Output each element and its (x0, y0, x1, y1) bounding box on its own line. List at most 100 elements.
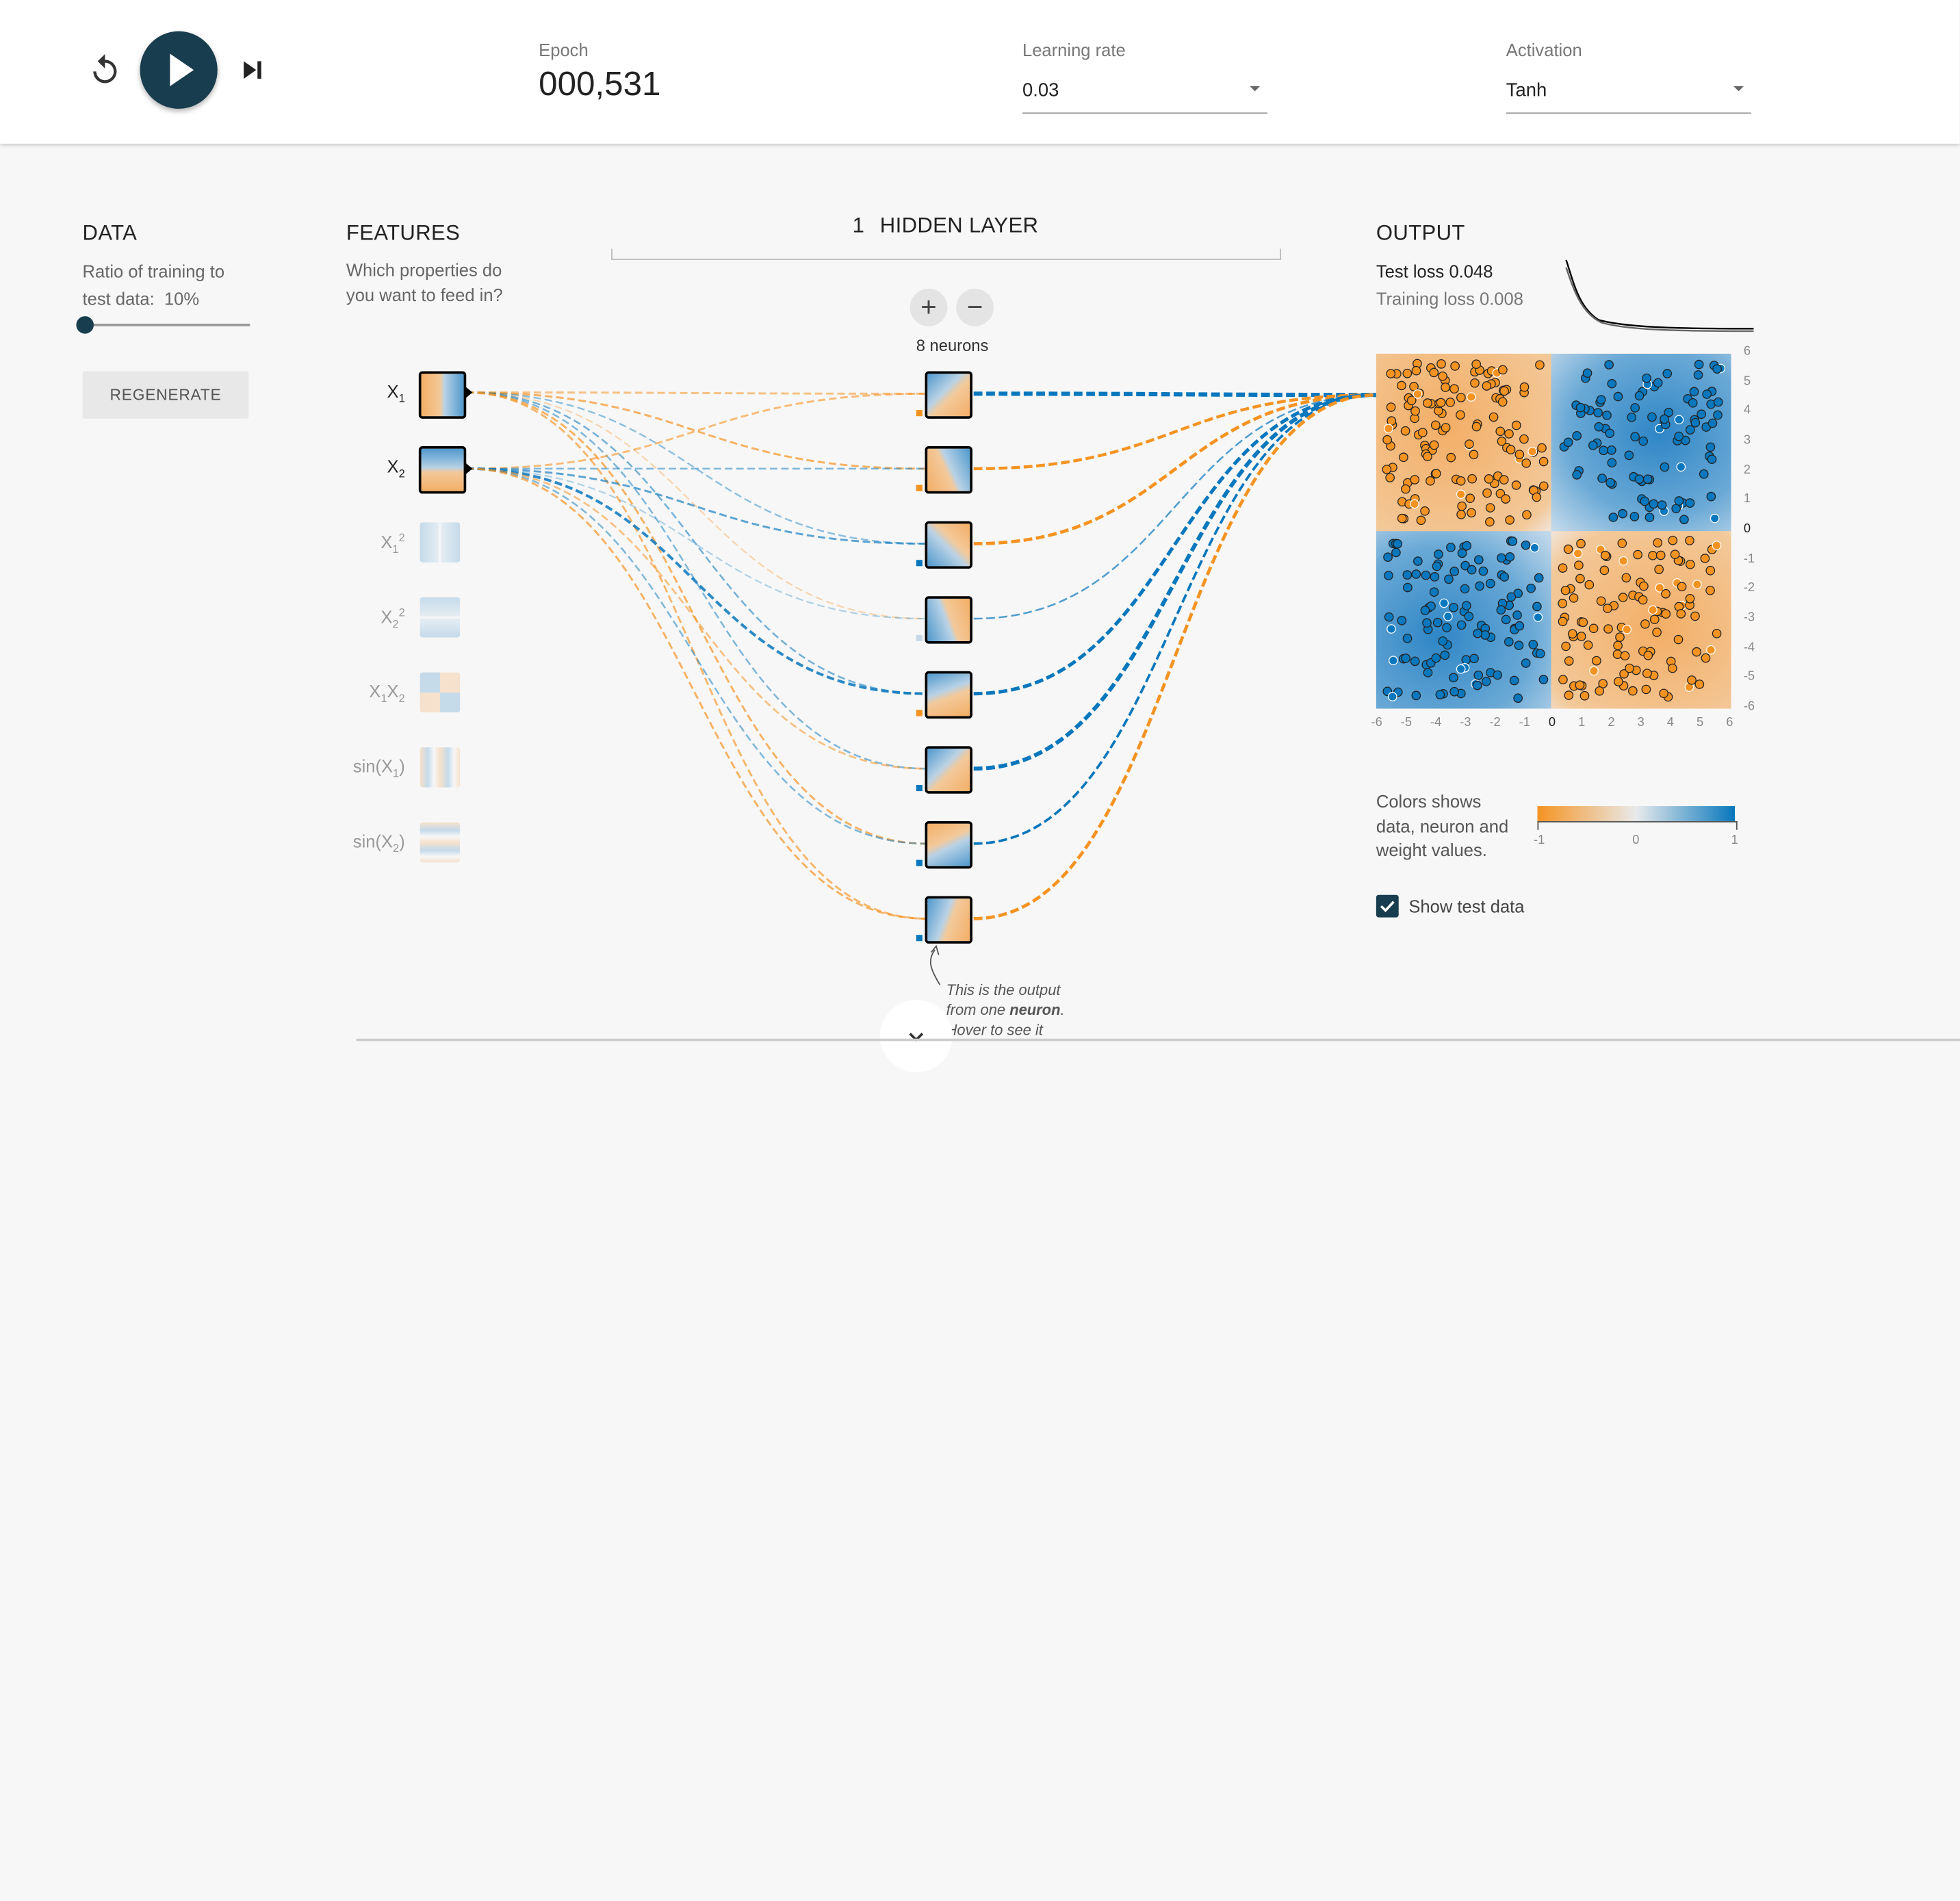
feature-label-x1: X1 (387, 381, 405, 405)
network-links (465, 386, 1376, 985)
learning-rate-select[interactable]: 0.03 (1022, 77, 1267, 114)
chevron-down-icon (1250, 86, 1261, 92)
plus-icon: + (920, 291, 937, 323)
bias-indicator (916, 935, 923, 942)
hidden-layer-count: 1 (852, 214, 865, 238)
chevron-down-icon (1733, 86, 1744, 92)
feature-label-x1x2: X1X2 (369, 681, 405, 705)
step-icon (244, 61, 261, 79)
bias-indicator (916, 634, 923, 641)
feature-sin-x1-node[interactable] (420, 747, 461, 788)
play-button[interactable] (140, 31, 218, 109)
feature-x2-node[interactable] (418, 446, 467, 494)
scale-max-label: 1 (1731, 833, 1738, 848)
output-plot[interactable] (1376, 353, 1731, 709)
output-heading: OUTPUT (1376, 221, 1465, 245)
feature-x1x2-node[interactable] (420, 672, 461, 713)
hidden-neuron[interactable] (925, 596, 972, 644)
step-button[interactable] (239, 56, 266, 83)
x-tick-label: 4 (1666, 716, 1674, 730)
show-test-data-label[interactable]: Show test data (1408, 896, 1525, 916)
hidden-neuron[interactable] (925, 371, 972, 419)
feature-x2-squared-node[interactable] (420, 597, 461, 638)
y-tick-label: -6 (1743, 699, 1755, 714)
training-loss: Training loss 0.008 (1376, 288, 1523, 309)
x-tick-label: 0 (1548, 716, 1556, 730)
data-heading: DATA (82, 221, 138, 245)
activation-label: Activation (1506, 40, 1582, 60)
bias-indicator (916, 859, 923, 866)
x-tick-label: 6 (1726, 716, 1733, 730)
bias-indicator (916, 560, 923, 567)
hidden-neuron[interactable] (925, 446, 972, 494)
x-tick-label: -4 (1430, 716, 1442, 730)
feature-sin-x2-node[interactable] (420, 822, 461, 863)
activation-select[interactable]: Tanh (1506, 77, 1751, 114)
features-subtitle-line2: you want to feed in? (346, 285, 503, 305)
x-tick-label: 5 (1697, 716, 1704, 730)
x-tick-label: -1 (1519, 716, 1530, 730)
hidden-neuron[interactable] (925, 820, 972, 869)
data-points (1382, 359, 1726, 703)
features-heading: FEATURES (346, 221, 461, 245)
hidden-neuron[interactable] (925, 896, 972, 944)
y-tick-label: -4 (1743, 641, 1755, 655)
hidden-neuron[interactable] (925, 746, 972, 794)
bias-indicator (916, 410, 923, 417)
remove-neuron-button[interactable]: − (956, 288, 994, 326)
feature-label-x2-squared: X22 (381, 606, 405, 631)
bottom-divider (356, 1038, 1960, 1042)
scroll-down-button[interactable] (879, 1000, 953, 1073)
show-test-data-checkbox[interactable] (1376, 894, 1399, 918)
x-axis-ticks: -6 -5 -4 -3 -2 -1 0 1 2 3 4 5 6 (1371, 716, 1733, 734)
bias-indicator (916, 710, 923, 716)
bias-indicator (916, 784, 923, 792)
feature-label-sin-x2: sin(X2) (352, 831, 405, 855)
check-icon (1380, 901, 1395, 913)
feature-label-x2: X2 (387, 456, 405, 480)
x-tick-label: 2 (1608, 716, 1615, 730)
hidden-neuron[interactable] (925, 671, 972, 719)
epoch-value: 000,531 (539, 64, 661, 103)
y-axis-ticks: 6 5 4 3 2 1 0 -1 -2 -3 -4 -5 -6 (1744, 345, 1769, 717)
test-loss: Test loss 0.048 (1376, 261, 1493, 281)
play-icon (170, 53, 194, 87)
hidden-neuron[interactable] (925, 521, 972, 569)
feature-x1-squared-node[interactable] (420, 522, 461, 562)
x-tick-label: -2 (1489, 716, 1501, 730)
hidden-layer-bracket (611, 248, 1282, 260)
loss-chart (1565, 259, 1754, 333)
ratio-text-line1: Ratio of training to (82, 261, 225, 281)
y-tick-label: 4 (1743, 404, 1751, 418)
add-neuron-button[interactable]: + (910, 288, 948, 326)
feature-x1-node[interactable] (418, 371, 467, 419)
y-tick-label: 6 (1743, 345, 1751, 359)
epoch-label: Epoch (539, 40, 589, 60)
ratio-slider[interactable] (76, 316, 250, 334)
ratio-text-line2: test data: 10% (82, 288, 200, 309)
y-tick-label: 5 (1743, 374, 1751, 389)
y-tick-label: -2 (1743, 581, 1755, 595)
tooltip-line3: Hover to see it (946, 1021, 1043, 1039)
feature-label-x1-squared: X12 (381, 531, 405, 556)
slider-thumb[interactable] (76, 316, 94, 334)
learning-rate-label: Learning rate (1022, 40, 1126, 60)
x-tick-label: -6 (1371, 716, 1382, 730)
regenerate-button[interactable]: REGENERATE (82, 371, 249, 419)
x-tick-label: -3 (1460, 716, 1471, 730)
slider-track (82, 324, 250, 326)
features-subtitle-line1: Which properties do (346, 259, 502, 281)
minus-icon: − (966, 291, 983, 323)
reset-button[interactable] (88, 53, 122, 88)
y-tick-label: 0 (1743, 522, 1751, 536)
x-tick-label: -5 (1400, 716, 1413, 730)
scale-min-label: -1 (1533, 833, 1545, 848)
feature-label-sin-x1: sin(X1) (352, 755, 405, 780)
y-tick-label: -1 (1743, 552, 1755, 566)
activation-value: Tanh (1506, 79, 1547, 101)
y-tick-label: -5 (1743, 670, 1755, 684)
scale-mid-label: 0 (1632, 833, 1640, 848)
color-scale-axis (1537, 820, 1738, 830)
y-tick-label: 2 (1743, 463, 1751, 478)
neuron-tooltip: This is the output from one neuron. Hove… (946, 980, 1065, 1040)
